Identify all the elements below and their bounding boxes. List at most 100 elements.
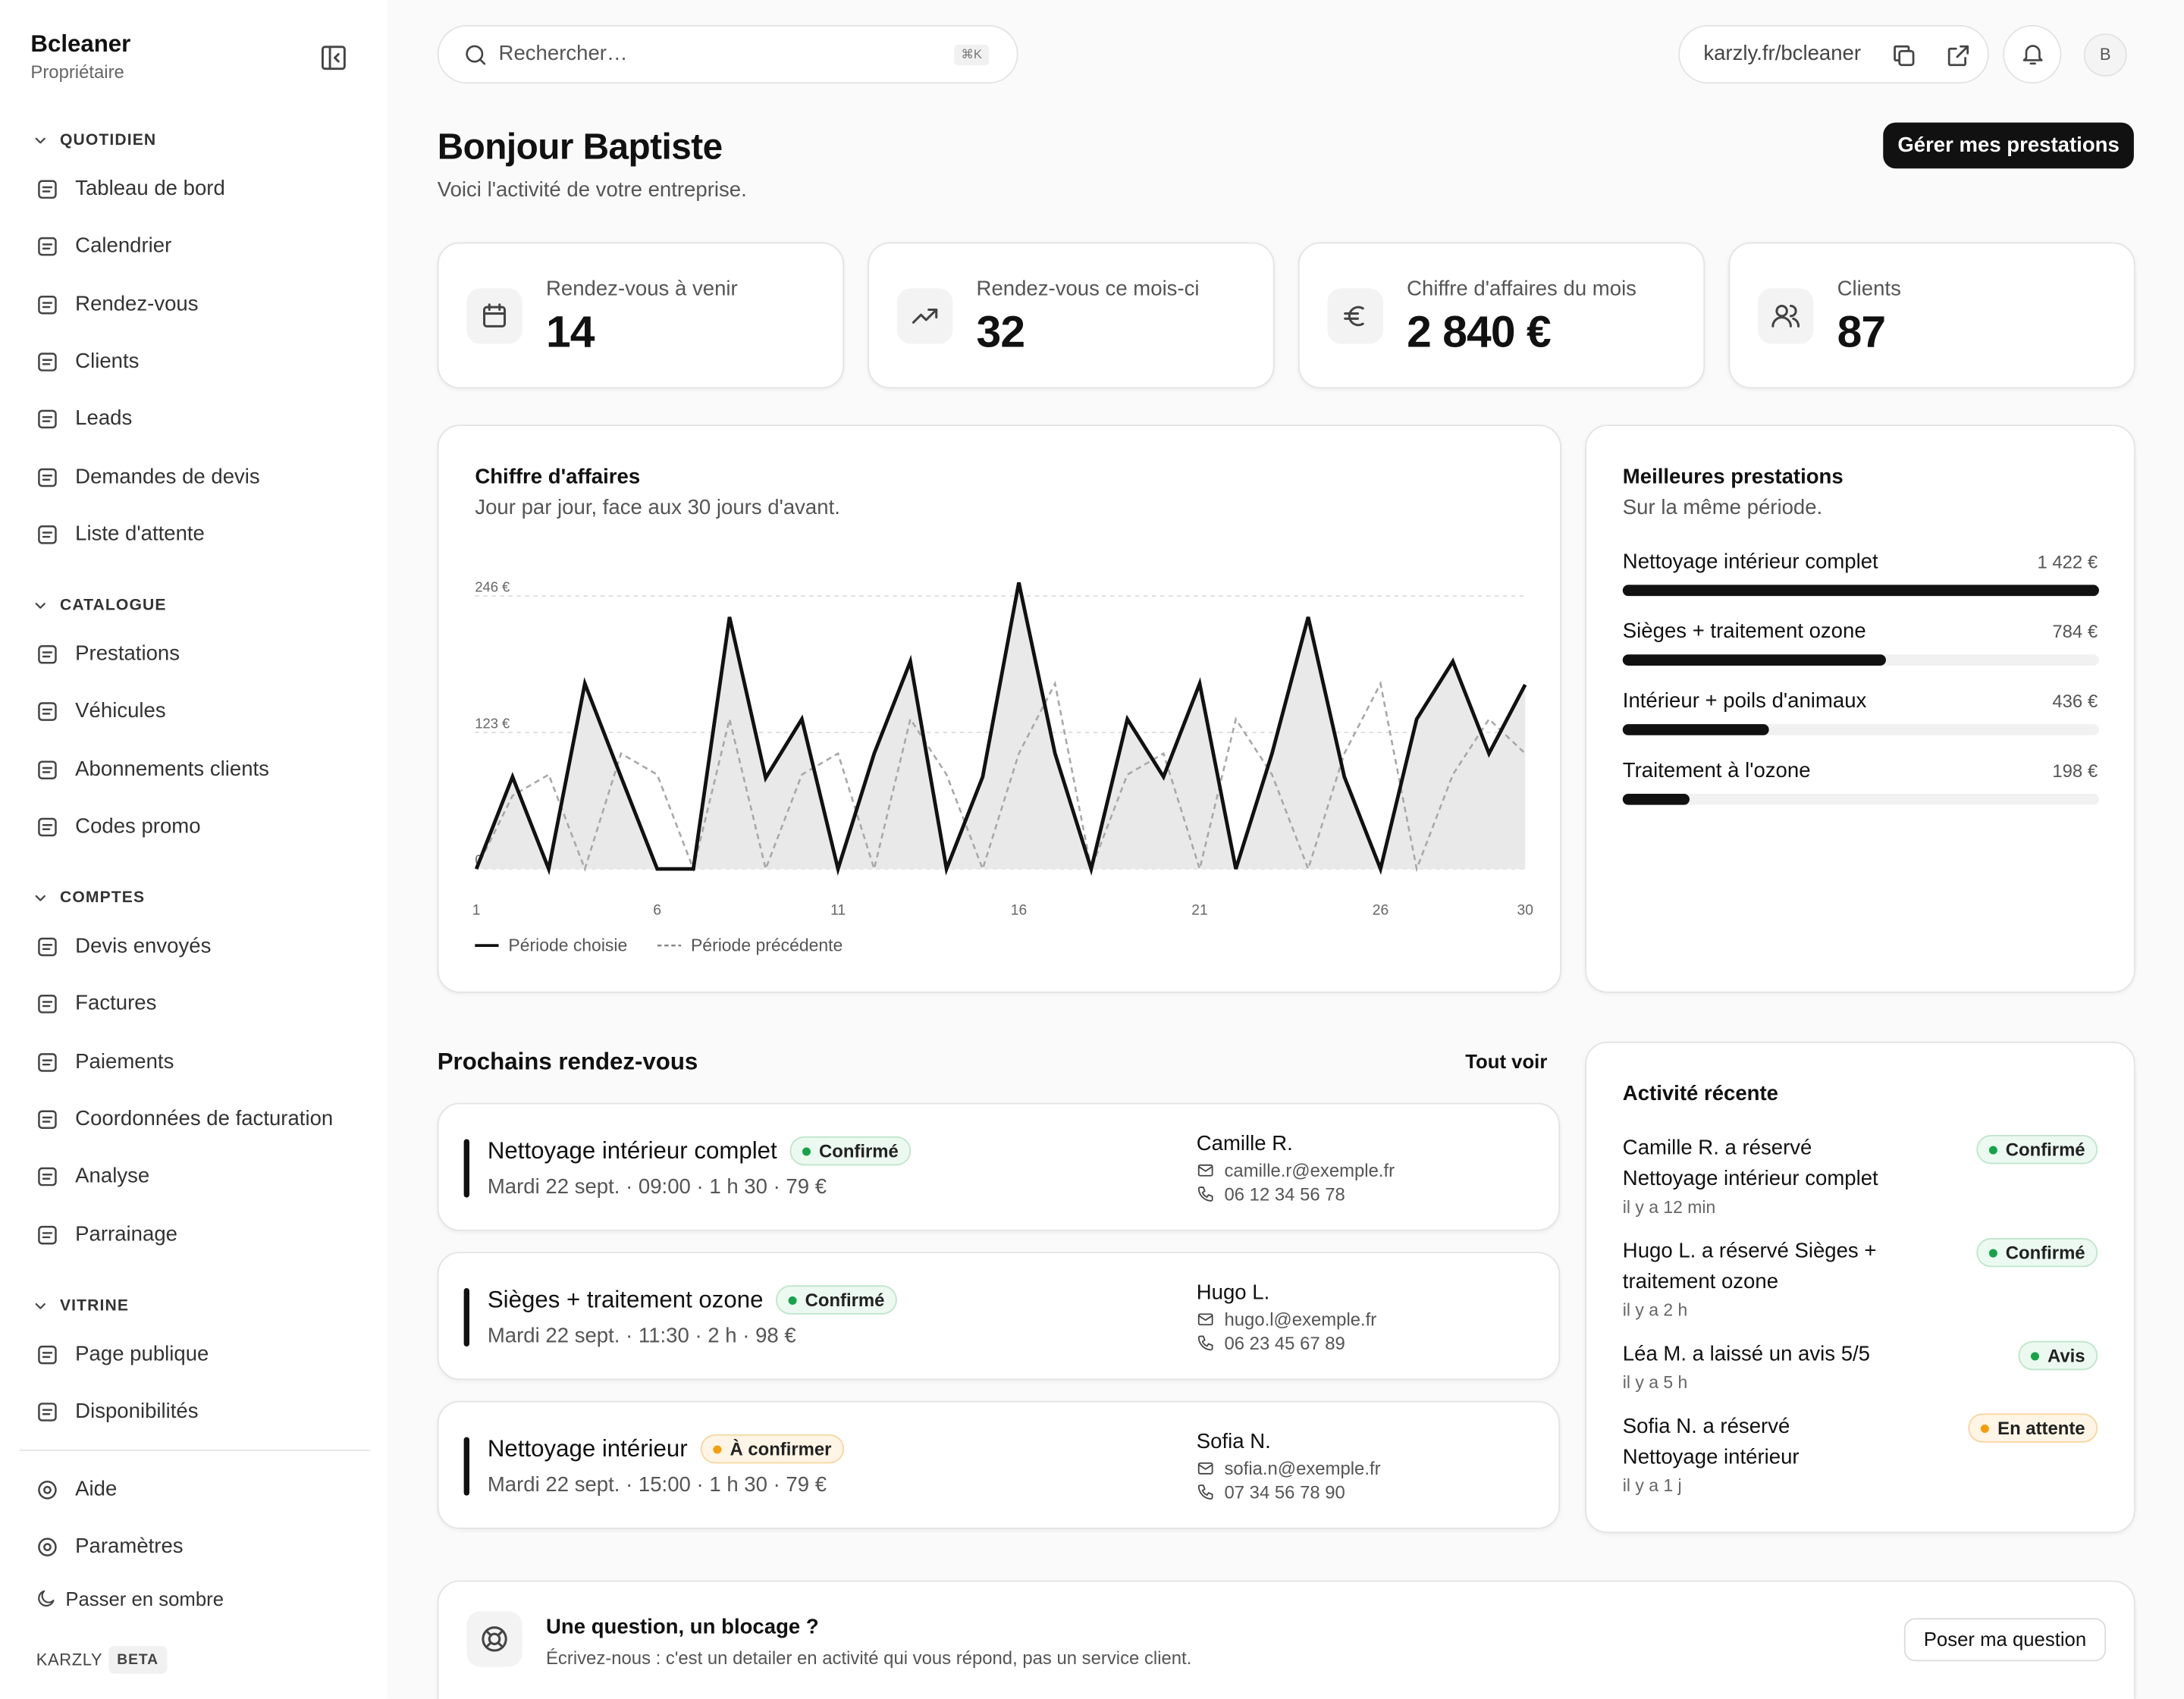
search-box[interactable]: Rechercher… ⌘K (437, 25, 1018, 84)
badge-dot (1981, 1424, 1990, 1433)
icon-shape (38, 645, 57, 664)
badge-dot (713, 1445, 722, 1454)
nav-item[interactable]: Analyse (20, 1153, 371, 1200)
icon-shape (1197, 1463, 1213, 1470)
icon-shape (43, 1485, 52, 1494)
nav-item[interactable]: Leads (20, 396, 371, 443)
icon-shape (38, 1168, 57, 1186)
kpi-icon (1344, 306, 1364, 327)
service-value: 1 422 € (2037, 551, 2098, 572)
card-subtitle: Sur la même période. (1622, 495, 1823, 520)
icon-shape (38, 702, 57, 722)
appointment-card[interactable]: Nettoyage intérieur À confirmer Mardi 22 s… (437, 1400, 1561, 1529)
nav-label: Factures (75, 992, 157, 1016)
appointment-card[interactable]: Sièges + traitement ozone Confirmé Mardi 2… (437, 1252, 1561, 1381)
public-url: karzly.fr/bcleaner (1703, 42, 1862, 66)
appointment-card[interactable]: Nettoyage intérieur complet Confirmé Mardi… (437, 1102, 1561, 1231)
card-title: Meilleures prestations (1622, 465, 1844, 489)
open-button[interactable] (1943, 40, 1973, 71)
mail-icon (1197, 1164, 1213, 1177)
nav-icon (38, 237, 57, 256)
nav-icon (38, 467, 57, 487)
chevron (35, 895, 46, 901)
phone-icon (1197, 1335, 1213, 1351)
appointment-details: Mardi 22 sept. · 11:30 · 2 h · 98 € (487, 1324, 796, 1348)
appointment-service: Nettoyage intérieur complet (487, 1137, 777, 1165)
badge-dot (1988, 1249, 1997, 1258)
nav-icon (38, 1345, 57, 1365)
collapse-button[interactable] (316, 40, 351, 75)
status-badge: Confirmé (776, 1285, 897, 1315)
icon-shape (38, 525, 57, 544)
nav-item[interactable]: Rendez-vous (20, 281, 371, 328)
line (475, 680, 1527, 873)
copy-button[interactable] (1889, 40, 1919, 71)
client-phone: 06 23 45 67 89 (1224, 1332, 1345, 1354)
nav-label: Prestations (75, 641, 180, 666)
beta-badge: BETA (108, 1646, 168, 1674)
status-badge: À confirmer (700, 1434, 845, 1464)
status-badge: Confirmé (789, 1136, 912, 1166)
accent-bar (463, 1287, 469, 1347)
icon-shape (38, 995, 57, 1014)
nav-item[interactable]: Paiements (20, 1038, 371, 1085)
chevron (35, 603, 46, 609)
icon-shape (1197, 1315, 1213, 1321)
nav-item[interactable]: Véhicules (20, 688, 371, 735)
kpi-card: Rendez-vous à venir 14 (437, 242, 845, 389)
nav-item[interactable]: Codes promo (20, 804, 371, 851)
nav-item[interactable]: Disponibilités (20, 1389, 371, 1436)
nav-item[interactable]: Liste d'attente (20, 511, 371, 558)
icon-shape (38, 295, 57, 314)
avatar[interactable]: B (2083, 33, 2127, 77)
legend-label: Période précédente (691, 935, 843, 955)
service-name: Intérieur + poils d'animaux (1622, 689, 1867, 713)
nav-item[interactable]: Abonnements clients (20, 746, 371, 793)
nav-item[interactable]: Prestations (20, 631, 371, 678)
brand: Bcleaner (30, 30, 131, 58)
help-icon-tile (466, 1611, 522, 1667)
icon-shape (38, 409, 57, 429)
nav-label: Paramètres (75, 1534, 184, 1559)
nav-item[interactable]: Paramètres (20, 1524, 371, 1571)
nav-item[interactable]: Page publique (20, 1331, 371, 1378)
badge-dot (1988, 1146, 1997, 1155)
activity-time: il y a 12 min (1622, 1197, 1716, 1218)
kpi-icon-tile (1757, 288, 1814, 344)
help-card: Une question, un blocage ? Écrivez-nous :… (437, 1580, 2135, 1699)
icon-shape (1894, 45, 1910, 61)
icon-shape (485, 1629, 492, 1637)
bar (1622, 793, 1690, 805)
notifications-button[interactable] (2003, 25, 2062, 84)
nav-item[interactable]: Calendrier (20, 223, 371, 270)
see-all-link[interactable]: Tout voir (1465, 1049, 1548, 1073)
activity-time: il y a 2 h (1622, 1300, 1688, 1321)
page-title: Bonjour Baptiste (437, 125, 723, 168)
nav-item[interactable]: Devis envoyés (20, 923, 371, 970)
theme-toggle[interactable]: Passer en sombre (25, 1581, 303, 1617)
nav-item[interactable]: Coordonnées de facturation (20, 1096, 371, 1143)
kpi-card: Chiffre d'affaires du mois 2 840 € (1298, 242, 1705, 389)
badge-label: En attente (1997, 1417, 2085, 1439)
nav-icon (38, 995, 57, 1014)
nav-item[interactable]: Factures (20, 981, 371, 1028)
primary-button[interactable]: Gérer mes prestations (1883, 122, 2134, 169)
icon-shape (2022, 45, 2043, 65)
nav-item[interactable]: Parrainage (20, 1211, 371, 1258)
service-value: 436 € (2052, 691, 2098, 712)
icon-shape (38, 760, 57, 779)
icon-shape (38, 937, 57, 957)
icon-shape (1898, 49, 1915, 67)
activity-text: Sofia N. a réservé Nettoyage intérieur (1622, 1415, 1800, 1469)
activity-text: Hugo L. a réservé Sièges + traitement oz… (1622, 1239, 1877, 1294)
nav-item[interactable]: Aide (20, 1466, 371, 1513)
icon-shape (1197, 1165, 1213, 1172)
nav-icon (38, 1225, 57, 1244)
secondary-button[interactable]: Poser ma question (1903, 1618, 2107, 1662)
phone-icon (1197, 1186, 1213, 1202)
nav-item[interactable]: Demandes de devis (20, 453, 371, 500)
nav-item[interactable]: Tableau de bord (20, 166, 371, 213)
nav-item[interactable]: Clients (20, 338, 371, 385)
